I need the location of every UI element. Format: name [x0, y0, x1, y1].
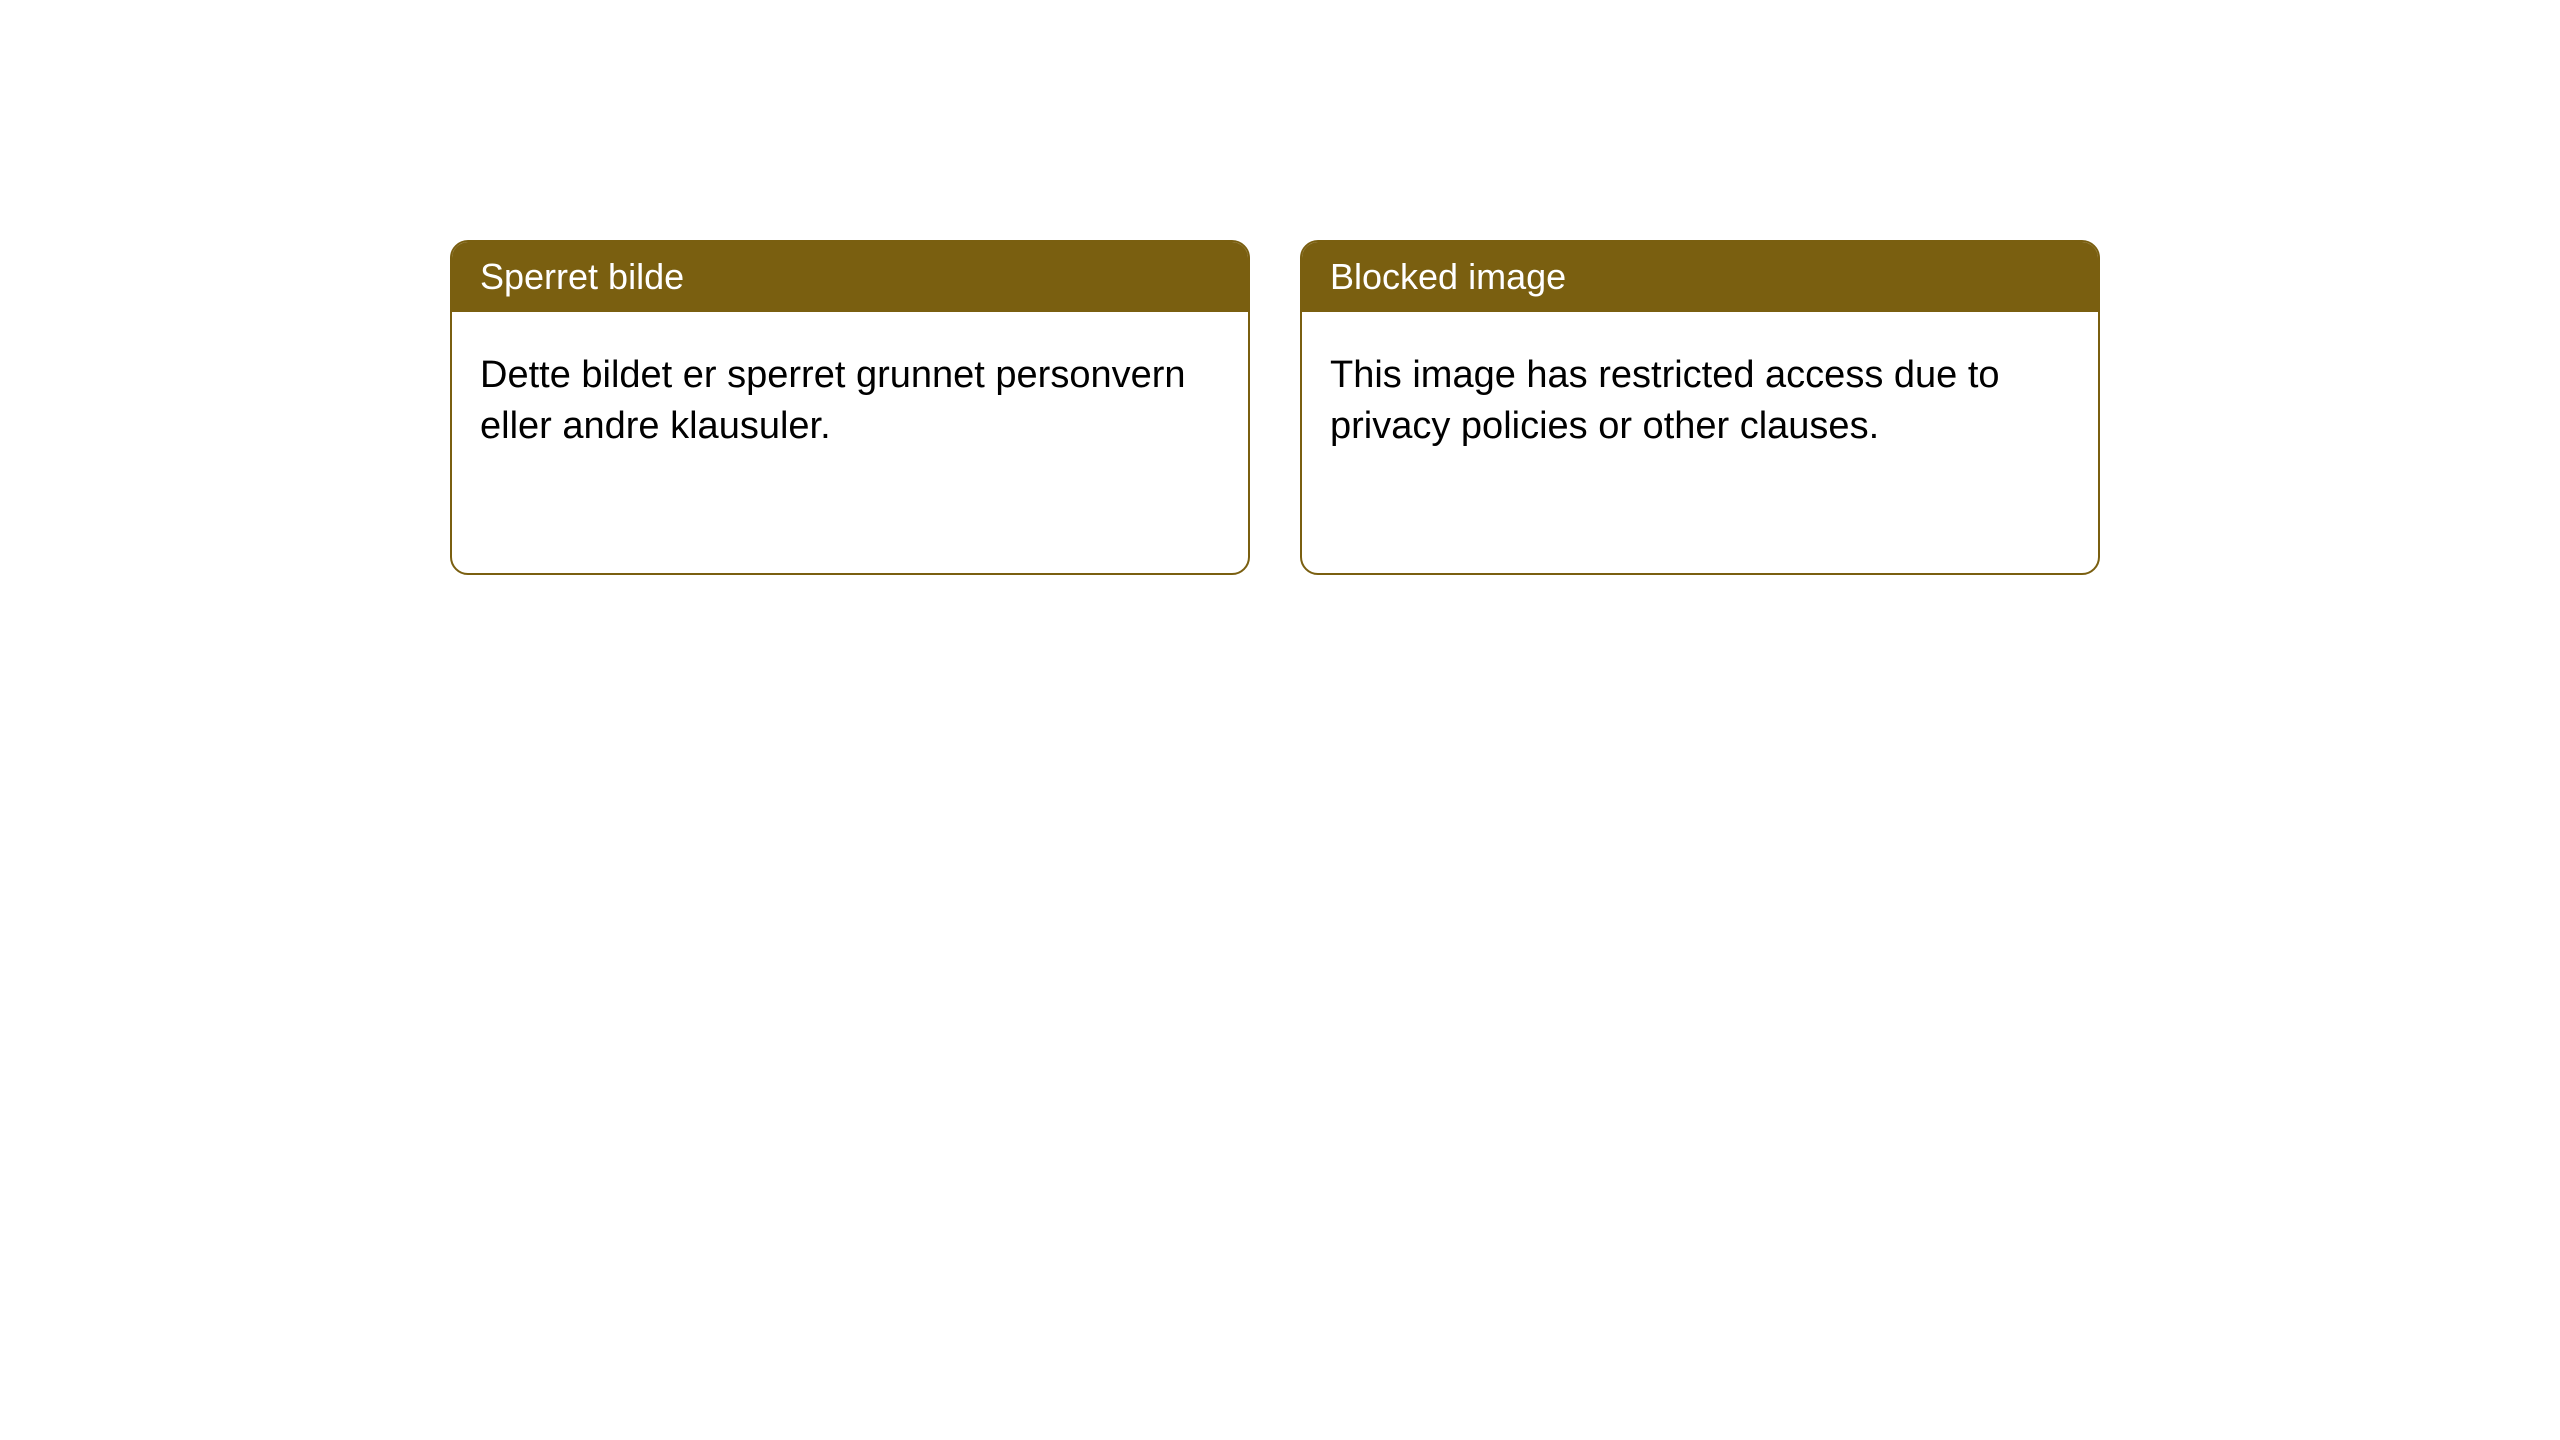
card-body: This image has restricted access due to …	[1302, 312, 2098, 491]
blocked-image-card-en: Blocked image This image has restricted …	[1300, 240, 2100, 575]
cards-container: Sperret bilde Dette bildet er sperret gr…	[0, 0, 2560, 575]
card-title: Sperret bilde	[480, 256, 684, 297]
card-body: Dette bildet er sperret grunnet personve…	[452, 312, 1248, 491]
blocked-image-card-no: Sperret bilde Dette bildet er sperret gr…	[450, 240, 1250, 575]
card-body-text: This image has restricted access due to …	[1330, 354, 2000, 447]
card-title: Blocked image	[1330, 256, 1566, 297]
card-header: Sperret bilde	[452, 242, 1248, 312]
card-body-text: Dette bildet er sperret grunnet personve…	[480, 354, 1186, 447]
card-header: Blocked image	[1302, 242, 2098, 312]
